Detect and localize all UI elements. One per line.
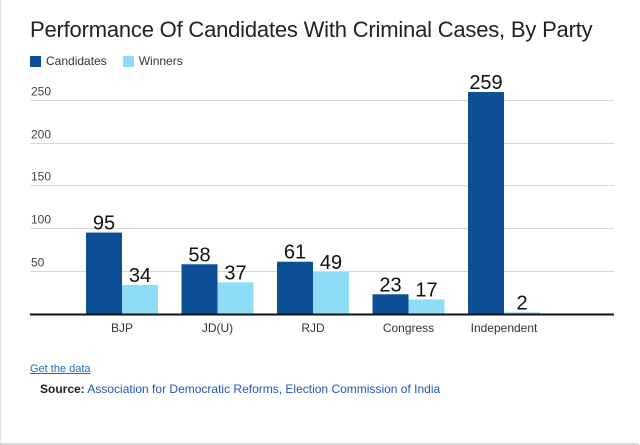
data-label: 37 [224,262,246,284]
source-line: Source: Association for Democratic Refor… [40,382,440,396]
data-label: 58 [188,244,210,266]
bar-winners-bjp [122,284,158,314]
legend-item-winners: Winners [122,54,183,68]
bar-candidates-congress [372,294,409,314]
data-label: 95 [93,213,115,235]
source-label: Source: [40,382,85,396]
bar-candidates-jdu [181,264,218,314]
y-tick-label: 250 [31,85,51,99]
bar-winners-rjd [313,272,349,314]
x-category-label: Independent [471,321,538,335]
data-label: 17 [415,279,437,301]
y-tick-label: 150 [31,170,51,184]
x-category-label: BJP [111,321,133,335]
y-tick-label: 200 [31,128,51,142]
data-label: 34 [129,265,151,287]
bar-candidates-rjd [277,261,313,314]
legend-swatch-winners [122,55,134,67]
data-label: 49 [320,252,342,274]
legend-item-candidates: Candidates [30,54,107,68]
x-category-label: JD(U) [202,321,233,335]
bar-winners-congress [408,299,445,314]
legend-label-candidates: Candidates [46,54,107,68]
get-the-data-link[interactable]: Get the data [30,363,91,375]
bar-candidates-independent [468,92,504,314]
data-label: 259 [469,72,502,94]
legend-label-winners: Winners [138,54,183,68]
bar-winners-independent [504,312,540,314]
source-link[interactable]: Association for Democratic Reforms, Elec… [87,382,441,396]
bar-winners-jdu [217,282,254,314]
data-label: 61 [284,242,306,264]
y-tick-label: 100 [31,213,51,227]
y-tick-label: 50 [31,256,45,270]
data-label: 23 [379,274,401,296]
legend-swatch-candidates [30,55,41,67]
x-category-label: Congress [383,321,434,335]
x-category-label: RJD [301,321,325,335]
data-label: 2 [516,292,527,314]
bar-candidates-bjp [86,232,122,314]
chart-title: Performance Of Candidates With Criminal … [30,17,593,42]
legend: Candidates Winners [30,54,199,68]
